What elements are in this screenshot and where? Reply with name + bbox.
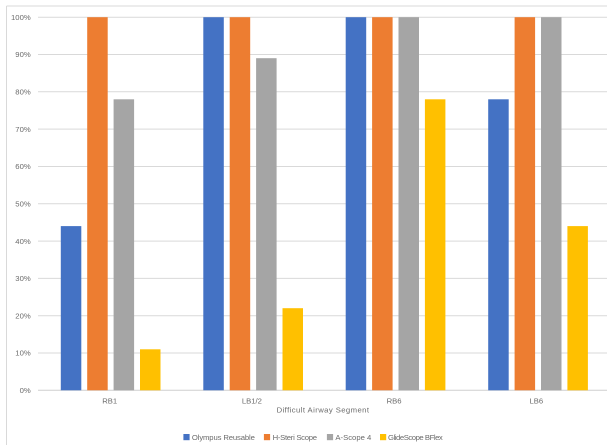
svg-text:40%: 40% <box>15 237 31 246</box>
svg-text:RB1: RB1 <box>102 397 117 406</box>
svg-text:100%: 100% <box>11 13 31 22</box>
svg-text:A-Scope 4: A-Scope 4 <box>335 433 372 442</box>
svg-text:30%: 30% <box>15 274 31 283</box>
svg-text:GlideScope BFlex: GlideScope BFlex <box>388 433 443 442</box>
svg-text:LB6: LB6 <box>529 397 543 406</box>
svg-text:10%: 10% <box>15 349 31 358</box>
svg-text:H-Steri Scope: H-Steri Scope <box>273 433 317 442</box>
svg-text:20%: 20% <box>15 311 31 320</box>
svg-text:Difficult Airway Segment: Difficult Airway Segment <box>277 405 370 414</box>
svg-text:0%: 0% <box>20 386 31 395</box>
svg-text:50%: 50% <box>15 200 31 209</box>
svg-text:RB6: RB6 <box>387 397 402 406</box>
svg-text:Olympus Reusable: Olympus Reusable <box>192 433 255 442</box>
svg-text:80%: 80% <box>15 88 31 97</box>
svg-text:LB1/2: LB1/2 <box>242 397 262 406</box>
svg-text:60%: 60% <box>15 162 31 171</box>
svg-text:70%: 70% <box>15 125 31 134</box>
svg-text:90%: 90% <box>15 50 31 59</box>
